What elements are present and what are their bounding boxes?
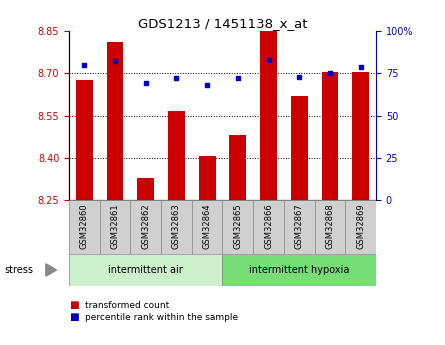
FancyBboxPatch shape: [100, 200, 130, 254]
Title: GDS1213 / 1451138_x_at: GDS1213 / 1451138_x_at: [138, 17, 307, 30]
FancyBboxPatch shape: [192, 200, 222, 254]
FancyBboxPatch shape: [69, 254, 222, 286]
Point: [357, 64, 364, 69]
FancyBboxPatch shape: [130, 200, 161, 254]
Text: ■: ■: [69, 300, 79, 310]
FancyBboxPatch shape: [284, 200, 315, 254]
Point: [81, 62, 88, 68]
Text: GSM32862: GSM32862: [141, 203, 150, 249]
Text: GSM32868: GSM32868: [325, 203, 335, 249]
Bar: [322, 72, 338, 200]
Bar: [168, 111, 185, 200]
Text: GSM32861: GSM32861: [110, 203, 120, 249]
Text: GSM32860: GSM32860: [80, 203, 89, 249]
Text: GSM32866: GSM32866: [264, 203, 273, 249]
FancyBboxPatch shape: [222, 200, 253, 254]
Point: [327, 71, 334, 76]
FancyBboxPatch shape: [345, 200, 376, 254]
Point: [173, 76, 180, 81]
Text: intermittent air: intermittent air: [109, 265, 183, 275]
Bar: [230, 135, 246, 200]
Bar: [107, 42, 123, 200]
Point: [234, 76, 241, 81]
Text: stress: stress: [4, 265, 33, 275]
Bar: [199, 156, 215, 200]
FancyBboxPatch shape: [222, 254, 376, 286]
Text: ■: ■: [69, 313, 79, 322]
Bar: [260, 22, 277, 200]
Point: [295, 74, 303, 79]
Bar: [291, 96, 307, 200]
FancyBboxPatch shape: [161, 200, 192, 254]
Bar: [352, 72, 369, 200]
Point: [203, 82, 211, 88]
Bar: [138, 178, 154, 200]
Bar: [76, 80, 93, 200]
Text: transformed count: transformed count: [85, 301, 169, 310]
Point: [142, 81, 150, 86]
Text: intermittent hypoxia: intermittent hypoxia: [249, 265, 349, 275]
Text: GSM32865: GSM32865: [233, 203, 243, 249]
Point: [111, 59, 118, 64]
Text: GSM32864: GSM32864: [202, 203, 212, 249]
FancyBboxPatch shape: [69, 200, 100, 254]
Point: [265, 57, 272, 62]
Text: percentile rank within the sample: percentile rank within the sample: [85, 313, 238, 322]
FancyBboxPatch shape: [253, 200, 284, 254]
Text: GSM32869: GSM32869: [356, 203, 365, 249]
Text: GSM32863: GSM32863: [172, 203, 181, 249]
Text: GSM32867: GSM32867: [295, 203, 304, 249]
FancyBboxPatch shape: [315, 200, 345, 254]
